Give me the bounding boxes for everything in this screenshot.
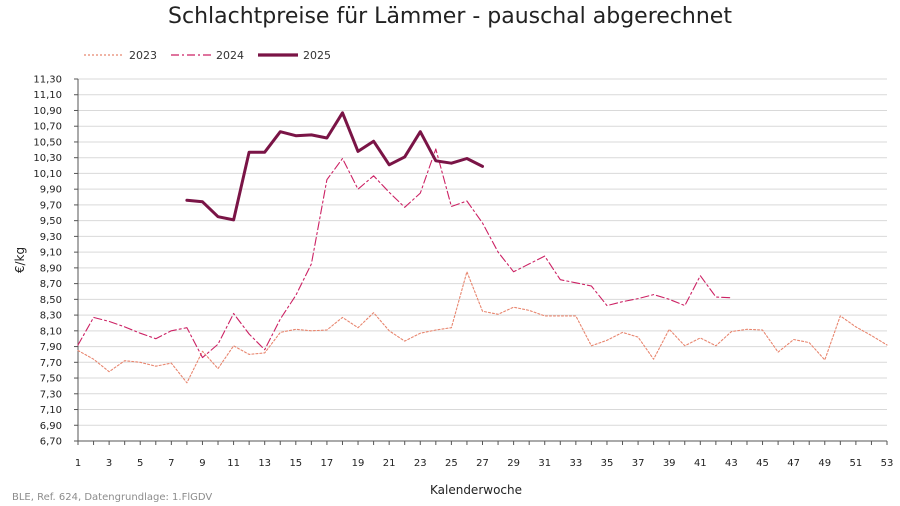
legend-label-2023: 2023 (129, 48, 157, 62)
y-tick-label: 8,10 (40, 326, 62, 337)
y-tick-label: 10,10 (33, 169, 62, 180)
y-tick-label: 7,50 (40, 374, 62, 385)
x-tick-label: 11 (227, 458, 240, 469)
y-tick-label: 9,10 (40, 248, 62, 259)
x-tick-label: 9 (199, 458, 205, 469)
y-tick-label: 7,30 (40, 389, 62, 400)
y-tick-label: 7,90 (40, 342, 62, 353)
x-tick-label: 49 (818, 458, 831, 469)
legend-swatch-2024 (171, 54, 211, 56)
x-tick-label: 37 (632, 458, 645, 469)
y-tick-label: 8,70 (40, 279, 62, 290)
legend-label-2024: 2024 (216, 48, 244, 62)
legend-swatch-2025 (258, 53, 298, 57)
x-tick-label: 43 (725, 458, 738, 469)
axes (74, 78, 888, 445)
y-axis-label: €/kg (13, 247, 27, 273)
x-tick-label: 3 (106, 458, 112, 469)
y-tick-label: 11,10 (33, 90, 62, 101)
y-tick-label: 10,70 (33, 122, 62, 133)
x-axis-label: Kalenderwoche (430, 483, 522, 497)
x-tick-label: 25 (445, 458, 458, 469)
x-tick-label: 23 (414, 458, 427, 469)
x-tick-label: 33 (569, 458, 582, 469)
legend-label-2025: 2025 (303, 48, 331, 62)
y-tick-label: 9,70 (40, 200, 62, 211)
y-tick-label: 10,30 (33, 153, 62, 164)
chart-title: Schlachtpreise für Lämmer - pauschal abg… (168, 4, 732, 29)
y-tick-label: 10,90 (33, 106, 62, 117)
y-tick-label: 8,30 (40, 311, 62, 322)
y-tick-label: 6,90 (40, 421, 62, 432)
y-tick-label: 9,90 (40, 185, 62, 196)
legend-item-2025: 2025 (258, 49, 331, 62)
y-tick-label: 8,90 (40, 263, 62, 274)
x-tick-label: 35 (601, 458, 614, 469)
y-tick-label: 9,50 (40, 216, 62, 227)
x-tick-label: 27 (476, 458, 489, 469)
grid-lines (78, 78, 887, 426)
x-tick-labels: 1 3 5 7 9 11 13 15 17 19 21 23 25 27 29 31 33 35 37 39 41 43 4… (75, 458, 894, 469)
x-tick-label: 29 (507, 458, 520, 469)
series-line-2023 (77, 271, 888, 384)
y-tick-label: 6,70 (40, 437, 62, 448)
source-footer: BLE, Ref. 624, Datengrundlage: 1.FlGDV (12, 492, 213, 503)
y-tick-label: 7,70 (40, 358, 62, 369)
x-tick-label: 19 (352, 458, 365, 469)
y-tick-label: 11,30 (33, 75, 62, 86)
y-tick-labels: 6,70 6,90 7,10 7,30 7,50 7,70 7,90 8,10 8,30 8,50… (33, 75, 62, 448)
x-tick-label: 15 (289, 458, 302, 469)
legend-swatch-2023 (84, 54, 124, 56)
y-tick-label: 10,50 (33, 137, 62, 148)
x-tick-label: 21 (383, 458, 396, 469)
legend-item-2023: 2023 (84, 49, 157, 62)
x-tick-label: 1 (75, 458, 81, 469)
x-tick-label: 53 (881, 458, 894, 469)
y-tick-label: 9,30 (40, 232, 62, 243)
x-tick-label: 7 (168, 458, 174, 469)
x-tick-label: 17 (321, 458, 334, 469)
series-line-2025 (185, 111, 484, 222)
y-tick-label: 7,10 (40, 405, 62, 416)
legend-item-2024: 2024 (171, 49, 244, 62)
x-tick-label: 5 (137, 458, 143, 469)
data-series (77, 111, 888, 384)
y-tick-label: 8,50 (40, 295, 62, 306)
x-tick-label: 31 (538, 458, 551, 469)
x-tick-label: 13 (258, 458, 271, 469)
series-line-2024 (77, 148, 732, 359)
x-tick-label: 41 (694, 458, 707, 469)
x-tick-label: 39 (663, 458, 676, 469)
x-tick-label: 45 (756, 458, 769, 469)
x-tick-label: 47 (787, 458, 800, 469)
chart-legend: 2023 2024 2025 (84, 45, 331, 65)
x-tick-label: 51 (850, 458, 863, 469)
